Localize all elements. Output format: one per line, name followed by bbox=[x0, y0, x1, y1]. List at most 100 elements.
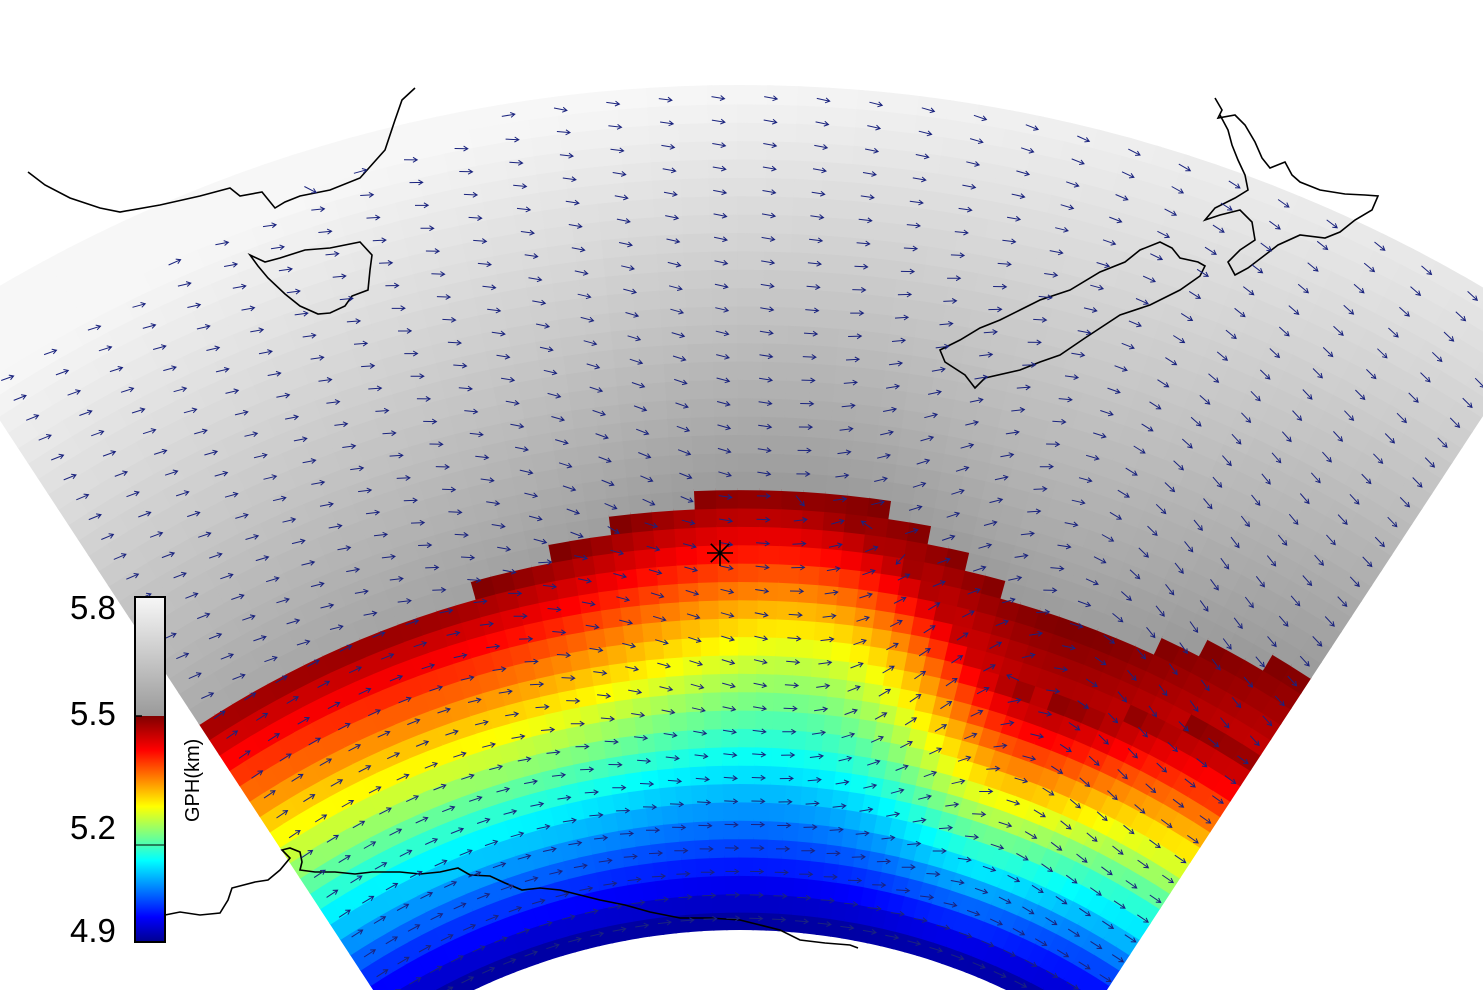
field-cell bbox=[616, 714, 640, 738]
field-cell bbox=[821, 178, 857, 202]
field-cell bbox=[600, 605, 627, 629]
field-cell bbox=[809, 380, 840, 403]
field-cell bbox=[737, 488, 765, 509]
field-cell bbox=[738, 745, 759, 766]
field-cell bbox=[819, 749, 842, 772]
field-cell bbox=[811, 343, 843, 366]
field-cell bbox=[786, 342, 818, 364]
field-cell bbox=[810, 361, 841, 385]
field-cell bbox=[802, 490, 830, 513]
field-cell bbox=[538, 186, 575, 211]
field-cell bbox=[856, 384, 888, 408]
field-cell bbox=[671, 746, 693, 769]
field-cell bbox=[738, 726, 759, 748]
field-cell bbox=[513, 357, 547, 383]
field-cell bbox=[780, 507, 807, 529]
field-cell bbox=[498, 117, 537, 143]
field-cell bbox=[515, 488, 546, 514]
field-cell bbox=[632, 528, 659, 551]
field-cell bbox=[795, 121, 832, 144]
field-cell bbox=[821, 731, 844, 754]
field-cell bbox=[791, 894, 810, 917]
field-cell bbox=[757, 616, 781, 638]
field-cell bbox=[646, 453, 676, 476]
field-cell bbox=[763, 286, 795, 308]
field-cell bbox=[817, 767, 839, 791]
field-cell bbox=[849, 457, 879, 481]
field-cell bbox=[693, 470, 721, 492]
field-cell bbox=[601, 235, 636, 259]
field-cell bbox=[649, 140, 686, 163]
field-cell bbox=[670, 894, 689, 917]
field-cell bbox=[266, 170, 307, 202]
field-cell bbox=[764, 249, 797, 271]
field-cell bbox=[767, 85, 804, 106]
field-cell bbox=[933, 357, 967, 383]
field-cell bbox=[766, 102, 803, 125]
field-cell bbox=[655, 232, 689, 254]
field-cell bbox=[691, 433, 720, 455]
field-cell bbox=[954, 379, 988, 406]
field-cell bbox=[770, 764, 791, 786]
field-cell bbox=[713, 359, 743, 381]
field-cell bbox=[835, 751, 858, 775]
colorbar-tick-label: 4.9 bbox=[70, 912, 116, 949]
field-cell bbox=[682, 231, 716, 253]
field-cell bbox=[541, 204, 578, 229]
field-cell bbox=[754, 782, 774, 804]
field-cell bbox=[647, 822, 668, 845]
field-cell bbox=[585, 88, 624, 113]
field-cell bbox=[737, 120, 773, 142]
field-cell bbox=[737, 341, 768, 362]
field-cell bbox=[765, 892, 783, 914]
field-cell bbox=[789, 287, 821, 309]
field-cell bbox=[606, 493, 635, 517]
field-cell bbox=[503, 303, 538, 329]
field-cell bbox=[656, 250, 690, 273]
field-cell bbox=[614, 363, 646, 387]
field-cell bbox=[599, 438, 629, 463]
field-cell bbox=[585, 329, 618, 353]
field-cell bbox=[643, 638, 668, 661]
field-cell bbox=[859, 699, 884, 723]
field-cell bbox=[593, 162, 630, 186]
field-cell bbox=[535, 335, 568, 361]
field-cell bbox=[709, 212, 743, 234]
field-cell bbox=[622, 160, 658, 183]
field-cell bbox=[723, 800, 742, 821]
field-cell bbox=[651, 508, 679, 531]
field-cell bbox=[682, 875, 701, 897]
field-cell bbox=[278, 205, 318, 237]
field-cell bbox=[756, 672, 779, 693]
field-cell bbox=[896, 444, 927, 469]
field-cell bbox=[629, 251, 663, 275]
field-cell bbox=[912, 335, 945, 361]
field-cell bbox=[528, 113, 566, 139]
field-cell bbox=[562, 146, 599, 171]
field-cell bbox=[737, 249, 770, 270]
field-cell bbox=[758, 543, 784, 565]
field-cell bbox=[617, 105, 655, 128]
field-cell bbox=[754, 745, 775, 767]
field-cell bbox=[501, 135, 540, 161]
field-cell bbox=[827, 676, 851, 699]
field-cell bbox=[550, 426, 582, 451]
field-cell bbox=[851, 438, 881, 463]
field-cell bbox=[875, 589, 902, 614]
field-cell bbox=[712, 910, 729, 932]
field-cell bbox=[813, 804, 835, 827]
field-cell bbox=[963, 456, 995, 483]
field-cell bbox=[489, 474, 521, 501]
field-cell bbox=[914, 317, 948, 342]
field-cell bbox=[927, 226, 964, 252]
field-cell bbox=[802, 913, 821, 936]
field-cell bbox=[597, 198, 633, 222]
field-cell bbox=[812, 822, 833, 845]
field-cell bbox=[914, 113, 952, 139]
field-cell bbox=[893, 462, 924, 487]
field-cell bbox=[587, 107, 625, 131]
field-cell bbox=[792, 655, 816, 677]
field-cell bbox=[967, 438, 999, 465]
field-cell bbox=[959, 474, 991, 501]
field-cell bbox=[880, 386, 912, 411]
